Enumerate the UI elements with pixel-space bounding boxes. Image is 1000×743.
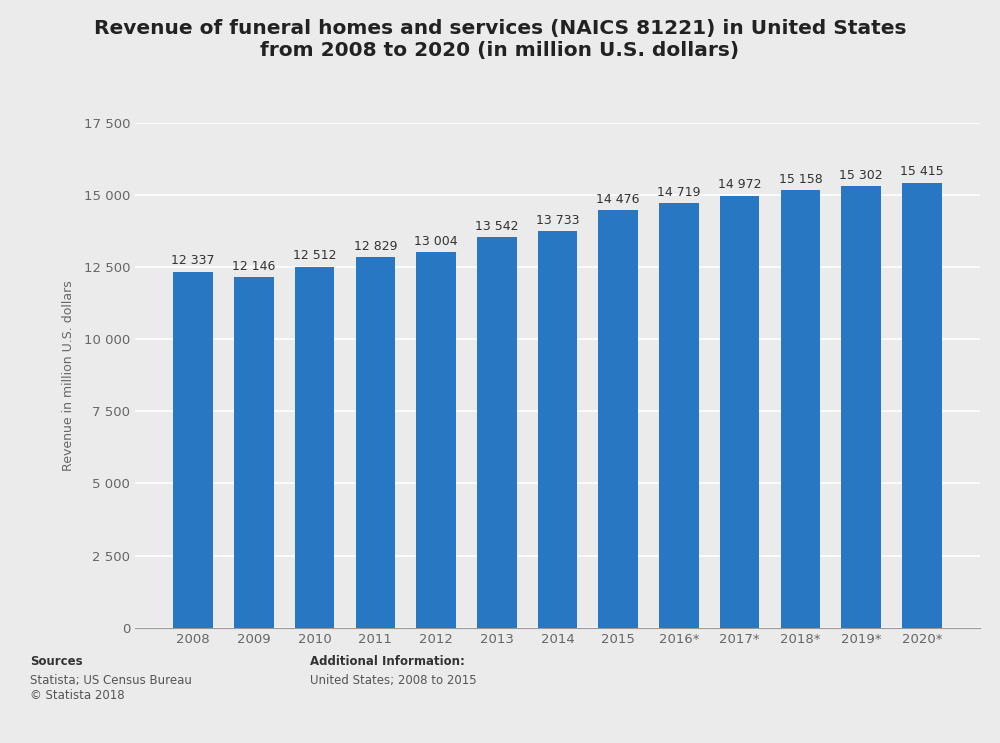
- Bar: [356, 258, 395, 628]
- Text: 13 542: 13 542: [475, 219, 519, 233]
- Text: 12 337: 12 337: [171, 254, 215, 267]
- Text: 13 004: 13 004: [414, 235, 458, 248]
- Bar: [720, 195, 759, 628]
- Bar: [477, 237, 517, 628]
- Bar: [659, 203, 699, 628]
- Text: 12 512: 12 512: [293, 249, 336, 262]
- Text: 12 829: 12 829: [354, 240, 397, 253]
- Text: 15 158: 15 158: [779, 173, 822, 186]
- Text: 12 146: 12 146: [232, 260, 276, 273]
- Text: 14 972: 14 972: [718, 178, 761, 191]
- Bar: [781, 190, 820, 628]
- Text: 15 302: 15 302: [839, 169, 883, 182]
- Bar: [538, 231, 577, 628]
- Text: Sources: Sources: [30, 655, 83, 668]
- Text: 14 476: 14 476: [596, 192, 640, 206]
- Bar: [841, 186, 881, 628]
- Text: from 2008 to 2020 (in million U.S. dollars): from 2008 to 2020 (in million U.S. dolla…: [260, 41, 740, 60]
- Bar: [902, 183, 942, 628]
- Text: Additional Information:: Additional Information:: [310, 655, 465, 668]
- Bar: [234, 277, 274, 628]
- Bar: [416, 253, 456, 628]
- Text: Statista; US Census Bureau
© Statista 2018: Statista; US Census Bureau © Statista 20…: [30, 674, 192, 702]
- Bar: [598, 210, 638, 628]
- Bar: [173, 272, 213, 628]
- Text: Revenue of funeral homes and services (NAICS 81221) in United States: Revenue of funeral homes and services (N…: [94, 19, 906, 38]
- Text: United States; 2008 to 2015: United States; 2008 to 2015: [310, 674, 477, 687]
- Y-axis label: Revenue in million U.S. dollars: Revenue in million U.S. dollars: [62, 280, 75, 470]
- Text: 14 719: 14 719: [657, 186, 701, 198]
- Text: 13 733: 13 733: [536, 214, 579, 227]
- Bar: [295, 267, 334, 628]
- Text: 15 415: 15 415: [900, 166, 944, 178]
